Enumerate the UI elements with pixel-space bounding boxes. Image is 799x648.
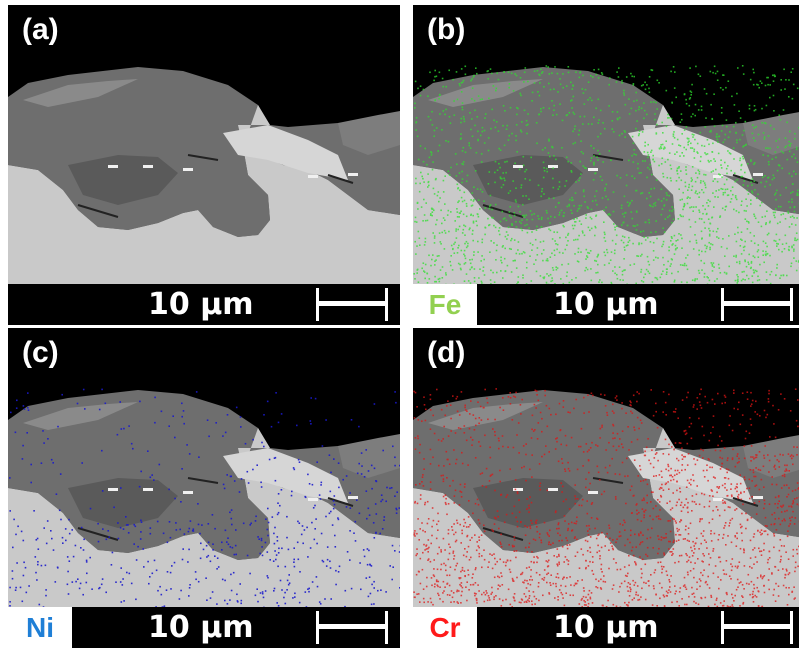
scale-label: 10 µm [148, 610, 254, 645]
sem-micrograph [8, 5, 400, 284]
scale-bar [721, 288, 793, 321]
scale-bar [316, 288, 388, 321]
scale-label: 10 µm [148, 287, 254, 322]
element-label: Cr [413, 607, 477, 648]
scale-bar-strip: Ni 10 µm [8, 607, 400, 648]
scale-bar-strip: 10 µm [8, 284, 400, 325]
panel-a-sem-image: (a) 10 µm [8, 5, 400, 325]
scale-bar-strip: Fe 10 µm [413, 284, 799, 325]
oxide-scale-region [8, 390, 400, 607]
scale-label: 10 µm [553, 610, 659, 645]
scale-label: 10 µm [553, 287, 659, 322]
element-map-overlay [9, 388, 400, 607]
scale-bar [721, 611, 793, 644]
panel-d-cr-map: (d) Cr 10 µm [413, 328, 799, 648]
element-map-overlay [413, 388, 799, 607]
panel-b-fe-map: (b) Fe 10 µm [413, 5, 799, 325]
panel-label: (d) [427, 336, 466, 369]
element-map-overlay [413, 65, 799, 284]
sem-micrograph [413, 5, 799, 284]
scale-bar-strip: Cr 10 µm [413, 607, 799, 648]
panel-label: (a) [22, 13, 59, 46]
panel-c-ni-map: (c) Ni 10 µm [8, 328, 400, 648]
sem-micrograph [8, 328, 400, 607]
panel-label: (b) [427, 13, 466, 46]
oxide-scale-region [8, 67, 400, 284]
element-label: Ni [8, 607, 72, 648]
scale-bar [316, 611, 388, 644]
element-label: Fe [413, 284, 477, 325]
panel-label: (c) [22, 336, 59, 369]
sem-micrograph [413, 328, 799, 607]
